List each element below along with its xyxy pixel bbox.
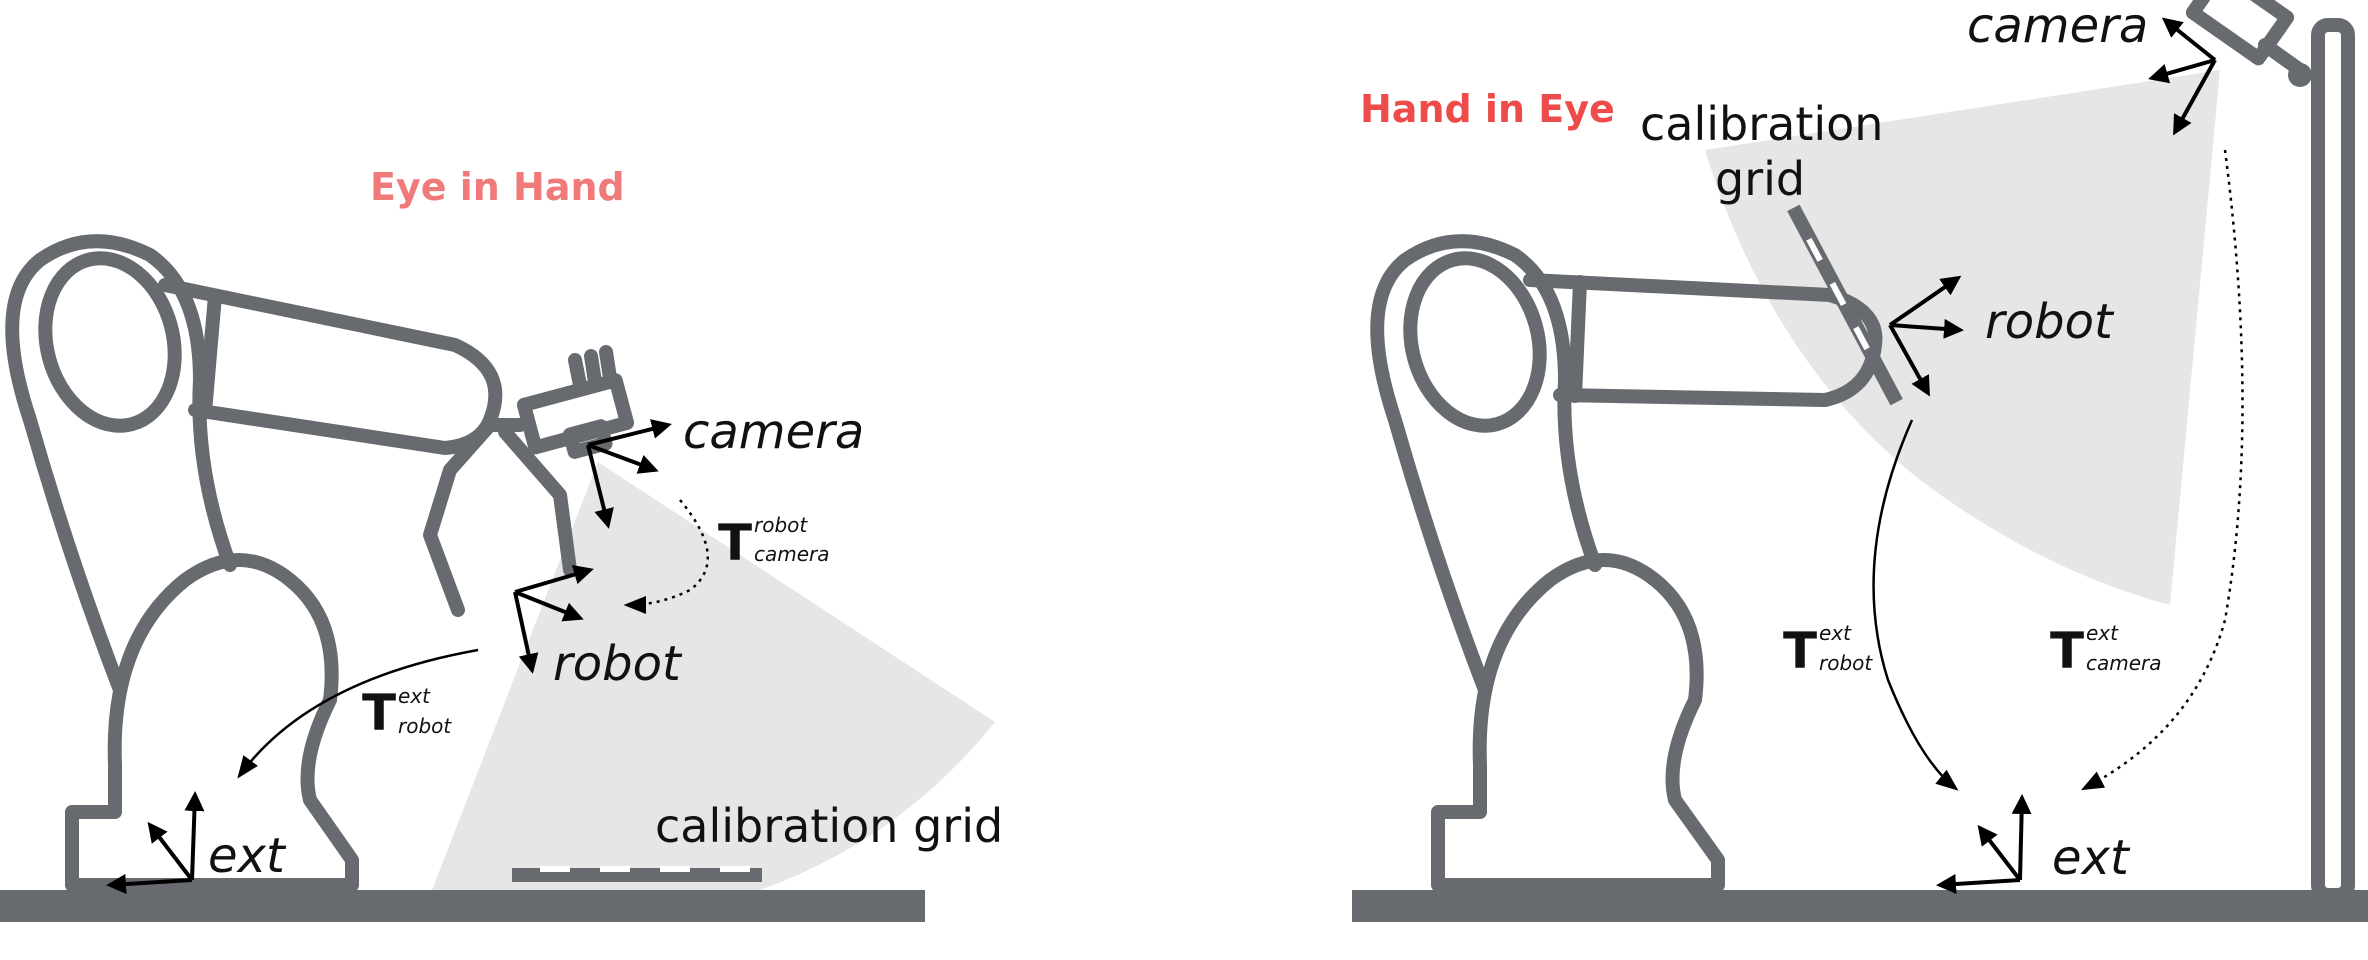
- calibration-grid-label-right-line1: calibration: [1640, 97, 1883, 151]
- panel-title-eye-in-hand: Eye in Hand: [370, 165, 625, 209]
- robot-frame-axes-right: [1888, 275, 1964, 397]
- svg-text:robot: robot: [754, 513, 808, 537]
- svg-text:ext: ext: [398, 684, 431, 708]
- camera-frame-axes-left: [586, 419, 672, 529]
- svg-text:camera: camera: [2086, 651, 2162, 675]
- ext-label-left: ext: [208, 828, 287, 884]
- robot-gripper: [423, 418, 577, 617]
- ext-frame-axes-left: [106, 791, 205, 895]
- robot-base-right: [1431, 553, 1725, 892]
- transform-arrow-ext-robot-left: [237, 648, 479, 779]
- robot-joint: [38, 251, 182, 433]
- svg-text:ext: ext: [1819, 621, 1852, 645]
- camera-label-left: camera: [683, 404, 864, 460]
- svg-text:camera: camera: [754, 542, 830, 566]
- svg-text:T: T: [2050, 622, 2084, 680]
- transform-label-ext-robot-right: T ext robot: [1783, 621, 1873, 680]
- camera-label-right: camera: [1967, 0, 2148, 54]
- transform-arrow-ext-robot-right: [1872, 419, 1959, 791]
- calibration-grid-right: [1787, 204, 1903, 406]
- floor: [0, 890, 925, 922]
- robot-upper-arm: [158, 278, 503, 455]
- mounted-camera-body: [2185, 0, 2312, 87]
- calibration-grid-label-right-line2: grid: [1715, 152, 1805, 206]
- robot-label-left: robot: [553, 636, 683, 692]
- robot-base: [65, 553, 359, 892]
- robot-joint-right: [1403, 251, 1547, 433]
- robot-arm-seam-right: [1568, 275, 1587, 403]
- camera-frame-axes-right: [2148, 17, 2217, 136]
- eye-in-hand-camera-body: [516, 345, 635, 459]
- transform-label-ext-robot-left: T ext robot: [362, 684, 452, 742]
- ext-label-right: ext: [2052, 830, 2131, 886]
- eye-in-hand-panel: Eye in Hand camera robot ext calibration…: [0, 165, 1003, 922]
- svg-text:T: T: [718, 514, 752, 572]
- calibration-grid-label-left: calibration grid: [655, 799, 1003, 853]
- svg-text:T: T: [1783, 622, 1817, 680]
- panel-title-hand-in-eye: Hand in Eye: [1360, 87, 1615, 131]
- transform-arrow-robot-camera: [623, 499, 710, 614]
- calibration-grid-left: [512, 866, 762, 882]
- transform-arrow-ext-camera: [2081, 149, 2244, 791]
- camera-pole: [2311, 18, 2355, 902]
- transform-label-robot-camera: T robot camera: [718, 513, 830, 572]
- svg-text:robot: robot: [398, 714, 452, 738]
- svg-text:T: T: [362, 684, 396, 742]
- ext-frame-axes-right: [1936, 794, 2032, 894]
- hand-in-eye-panel: Hand in Eye camera robot ext calibration…: [1352, 0, 2368, 922]
- robot-label-right: robot: [1985, 294, 2115, 350]
- robot-arm-seam: [198, 289, 222, 419]
- robot-frame-axes-left: [513, 564, 594, 674]
- transform-label-ext-camera: T ext camera: [2050, 621, 2162, 680]
- svg-text:ext: ext: [2086, 621, 2119, 645]
- svg-text:robot: robot: [1819, 651, 1873, 675]
- floor-right: [1352, 890, 2368, 922]
